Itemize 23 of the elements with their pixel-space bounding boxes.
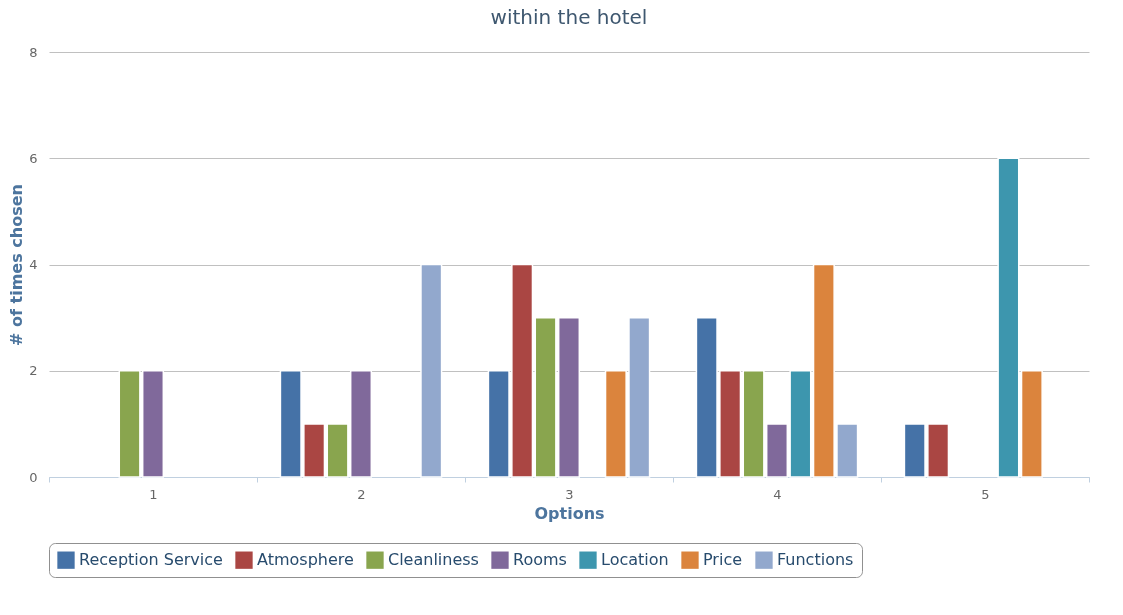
y-tick-label: 2 [29,363,38,379]
legend-label: Cleanliness [388,550,479,570]
y-tick-label: 8 [29,44,38,60]
y-tick-label: 0 [29,469,38,485]
x-tick-label: 4 [773,486,782,502]
x-tick-label: 1 [149,486,158,502]
bar [1020,370,1043,478]
legend-label: Rooms [513,550,567,570]
x-tick-label: 2 [357,486,366,502]
y-tick-label: 4 [29,257,38,272]
x-axis-title: Options [534,503,605,523]
x-tick-label: 3 [565,486,574,502]
bar [420,263,443,478]
legend-label: Atmosphere [257,550,354,570]
bar [997,157,1020,478]
x-tick-label: 5 [981,486,990,502]
chart-title: within the hotel [490,5,648,29]
y-tick-label: 6 [29,150,38,166]
legend-label: Functions [777,550,854,570]
legend-label: Reception Service [79,550,223,570]
y-axis-title: # of times chosen [7,184,27,346]
legend-label: Price [703,550,743,570]
legend-label: Location [601,550,669,570]
